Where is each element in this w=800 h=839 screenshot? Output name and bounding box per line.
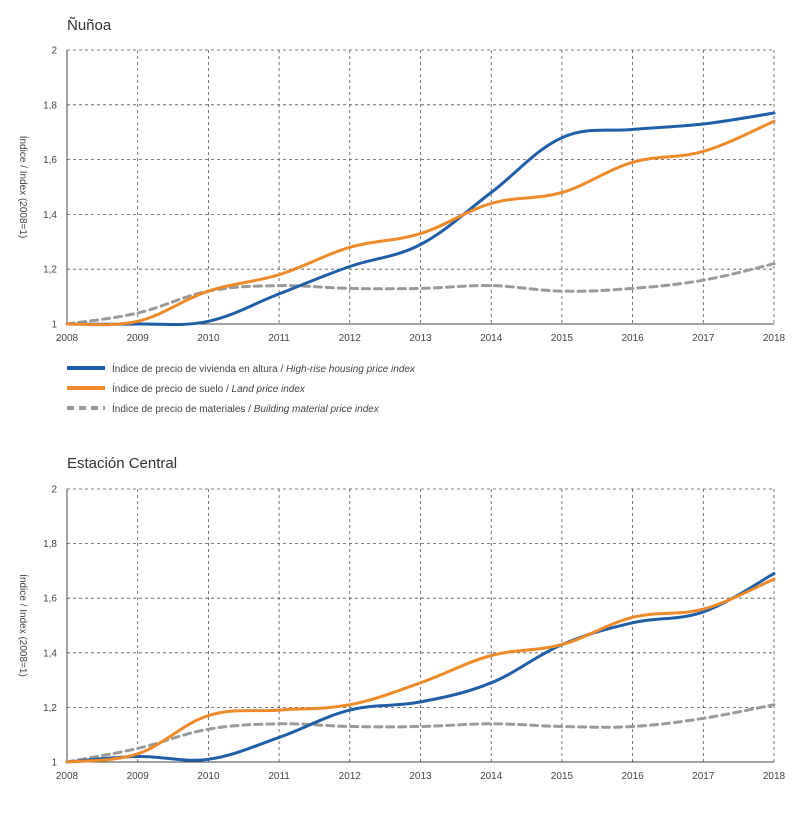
chart-panel-1: Ñuñoa 1 1,2 1,4 1,6 1,8 2 2008 2009 2010 2011 2012 2… — [17, 17, 786, 344]
x-tick-label: 2008 — [56, 333, 79, 344]
x-tick-label: 2015 — [551, 771, 574, 782]
x-tick-label: 2017 — [692, 771, 715, 782]
legend-label-text: Índice de precio de suelo / — [112, 382, 232, 395]
y-tick-label: 1 — [51, 320, 57, 331]
y-axis-label: Índice / Index (2008=1) — [17, 136, 30, 239]
chart-title: Estación Central — [67, 455, 177, 472]
x-tick-label: 2009 — [127, 333, 150, 344]
y-tick-label: 1,6 — [43, 155, 57, 166]
x-tick-label: 2013 — [409, 771, 432, 782]
x-tick-label: 2010 — [197, 333, 220, 344]
legend-label-text: Índice de precio de materiales / — [112, 402, 254, 415]
x-tick-label: 2016 — [621, 771, 644, 782]
legend-label: Índice de precio de materiales / Buildin… — [112, 402, 380, 415]
y-tick-label: 2 — [51, 46, 57, 57]
x-tick-label: 2016 — [621, 333, 644, 344]
y-tick-label: 2 — [51, 485, 57, 496]
x-tick-label: 2011 — [268, 333, 290, 344]
legend-label: Índice de precio de vivienda en altura /… — [112, 362, 416, 375]
y-tick-label: 1,4 — [43, 648, 57, 659]
y-tick-label: 1,2 — [43, 703, 57, 714]
legend-label-text: Índice de precio de vivienda en altura / — [112, 362, 286, 375]
x-tick-label: 2014 — [480, 771, 503, 782]
chart-title: Ñuñoa — [67, 17, 112, 34]
legend-label-italic: High-rise housing price index — [286, 364, 416, 375]
x-tick-label: 2012 — [339, 333, 362, 344]
x-tick-label: 2018 — [763, 333, 786, 344]
legend-label-italic: Building material price index — [254, 404, 380, 415]
x-tick-label: 2014 — [480, 333, 503, 344]
y-axis-label: Índice / Index (2008=1) — [17, 574, 30, 677]
y-tick-label: 1,4 — [43, 210, 57, 221]
legend: Índice de precio de vivienda en altura /… — [67, 362, 416, 415]
x-tick-label: 2015 — [551, 333, 574, 344]
x-tick-label: 2010 — [197, 771, 220, 782]
series-line-land — [67, 121, 774, 324]
legend-label-italic: Land price index — [232, 384, 306, 395]
y-tick-label: 1,8 — [43, 100, 57, 111]
x-tick-label: 2018 — [763, 771, 786, 782]
y-tick-label: 1,8 — [43, 539, 57, 550]
x-tick-label: 2008 — [56, 771, 79, 782]
legend-label: Índice de precio de suelo / Land price i… — [112, 382, 306, 395]
y-tick-label: 1 — [51, 758, 57, 769]
chart-panel-2: Estación Central 1 1,2 1,4 1,6 1,8 2 2008 2009 20… — [17, 455, 786, 782]
x-tick-label: 2013 — [409, 333, 432, 344]
y-tick-label: 1,2 — [43, 265, 57, 276]
x-tick-label: 2017 — [692, 333, 715, 344]
y-tick-label: 1,6 — [43, 594, 57, 605]
chart-figure: Ñuñoa 1 1,2 1,4 1,6 1,8 2 2008 2009 2010 2011 2012 2… — [0, 0, 800, 839]
x-tick-label: 2011 — [268, 771, 290, 782]
x-tick-label: 2009 — [127, 771, 150, 782]
x-tick-label: 2012 — [339, 771, 362, 782]
